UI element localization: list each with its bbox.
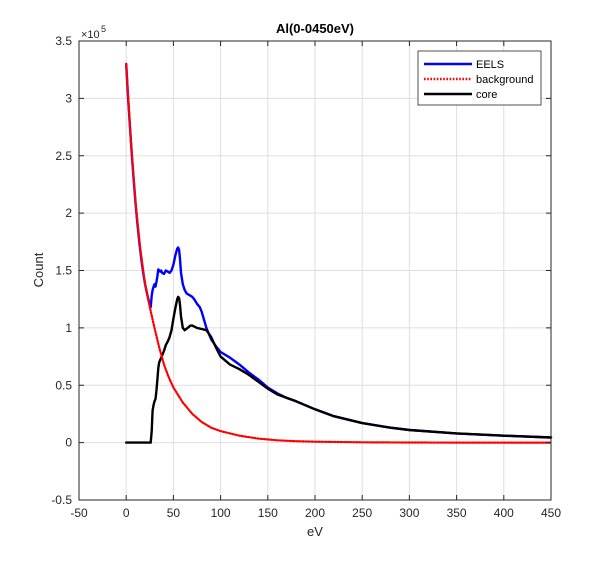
y-tick-label: -0.5: [51, 493, 72, 507]
x-tick-label: 100: [211, 506, 231, 520]
y-multiplier-exponent: 5: [101, 24, 106, 34]
x-tick-label: 0: [123, 506, 130, 520]
y-tick-label: 3.5: [55, 34, 72, 48]
y-tick-label: 0.5: [55, 378, 72, 392]
series-layer: [124, 62, 553, 444]
y-tick-label: 2.5: [55, 149, 72, 163]
y-multiplier: ×10 5: [81, 24, 106, 41]
chart-title: Al(0-0450eV): [276, 21, 354, 36]
x-tick-label: 50: [167, 506, 181, 520]
legend-label-background: background: [476, 74, 534, 86]
y-axis-label: Count: [31, 252, 46, 287]
x-tick-label: 350: [447, 506, 467, 520]
x-tick-label: 200: [305, 506, 325, 520]
x-tick-label: 250: [352, 506, 372, 520]
x-tick-label: 300: [399, 506, 419, 520]
x-tick-label: 400: [494, 506, 514, 520]
legend-box: [417, 50, 542, 106]
y-multiplier-base: ×10: [81, 29, 100, 41]
legend-label-core: core: [476, 89, 497, 101]
x-tick-label: 150: [258, 506, 278, 520]
series-line-background: [125, 62, 553, 444]
y-tick-label: 3: [65, 91, 72, 105]
x-axis-label: eV: [307, 524, 323, 539]
series-line-core: [124, 295, 553, 444]
x-tick-label: -50: [70, 506, 88, 520]
y-tick-label: 1.5: [55, 264, 72, 278]
legend: EELS background core: [417, 50, 542, 106]
legend-label-EELS: EELS: [476, 59, 504, 71]
y-tick-label: 0: [65, 436, 72, 450]
x-tick-label: 450: [541, 506, 561, 520]
y-tick-label: 1: [65, 321, 72, 335]
ticks-layer: -50 0 50 100 150 200 250 300 350 400 450 -0.5 0 0.5 1 1…: [51, 34, 561, 520]
y-tick-label: 2: [65, 206, 72, 220]
